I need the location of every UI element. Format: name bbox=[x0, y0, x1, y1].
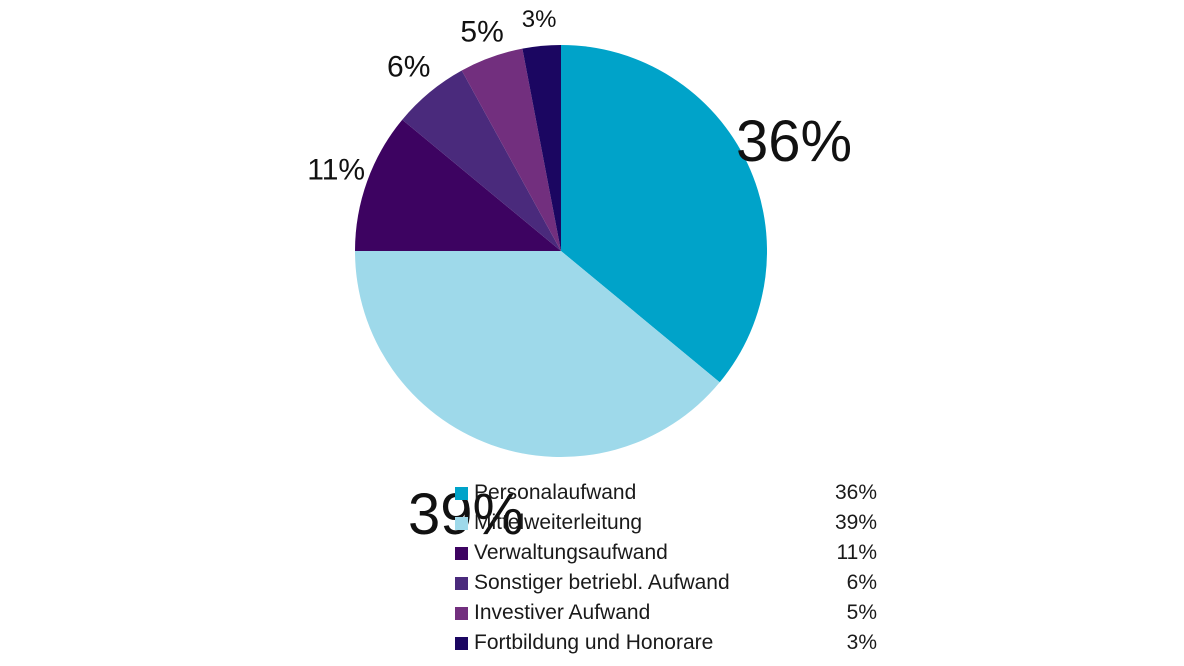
pie-slice-sonstiger-betriebl-aufwand bbox=[402, 70, 561, 251]
legend-item-verwaltungsaufwand: Verwaltungsaufwand 11% bbox=[455, 538, 877, 568]
pie-slice-investiver-aufwand bbox=[461, 48, 561, 252]
pie-slice-personalaufwand bbox=[561, 44, 768, 383]
legend-label: Mittelweiterleitung bbox=[474, 511, 643, 534]
legend-item-sonstiger-betriebl-aufwand: Sonstiger betriebl. Aufwand 6% bbox=[455, 568, 877, 598]
legend-swatch bbox=[455, 486, 468, 500]
legend-value: 36% bbox=[834, 481, 877, 504]
legend-label: Fortbildung und Honorare bbox=[474, 631, 714, 654]
legend-value: 39% bbox=[834, 511, 877, 534]
legend-swatch bbox=[455, 636, 468, 650]
legend-label: Sonstiger betriebl. Aufwand bbox=[474, 571, 730, 594]
legend: Personalaufwand 36% Mittelweiterleitung … bbox=[455, 478, 877, 658]
legend-swatch bbox=[455, 576, 468, 590]
slice-label: 3% bbox=[522, 6, 557, 33]
legend-item-fortbildung-und-honorare: Fortbildung und Honorare 3% bbox=[455, 628, 877, 658]
slice-label: 11% bbox=[307, 154, 365, 187]
legend-swatch bbox=[455, 606, 468, 620]
legend-swatch bbox=[455, 546, 468, 560]
legend-item-investiver-aufwand: Investiver Aufwand 5% bbox=[455, 598, 877, 628]
legend-item-personalaufwand: Personalaufwand 36% bbox=[455, 478, 877, 508]
legend-label: Personalaufwand bbox=[474, 481, 637, 504]
legend-value: 5% bbox=[846, 601, 877, 624]
legend-swatch bbox=[455, 516, 468, 530]
slice-label: 5% bbox=[460, 16, 503, 49]
slice-label: 36% bbox=[736, 109, 852, 174]
pie-slice-mittelweiterleitung bbox=[354, 251, 720, 458]
legend-value: 3% bbox=[846, 631, 877, 654]
legend-label: Verwaltungsaufwand bbox=[474, 541, 668, 564]
pie-slice-fortbildung-und-honorare bbox=[522, 45, 561, 251]
legend-item-mittelweiterleitung: Mittelweiterleitung 39% bbox=[455, 508, 877, 538]
slice-label: 6% bbox=[387, 50, 430, 83]
legend-label: Investiver Aufwand bbox=[474, 601, 651, 624]
pie-slice-verwaltungsaufwand bbox=[355, 119, 561, 251]
legend-value: 11% bbox=[836, 541, 877, 564]
legend-value: 6% bbox=[846, 571, 877, 594]
